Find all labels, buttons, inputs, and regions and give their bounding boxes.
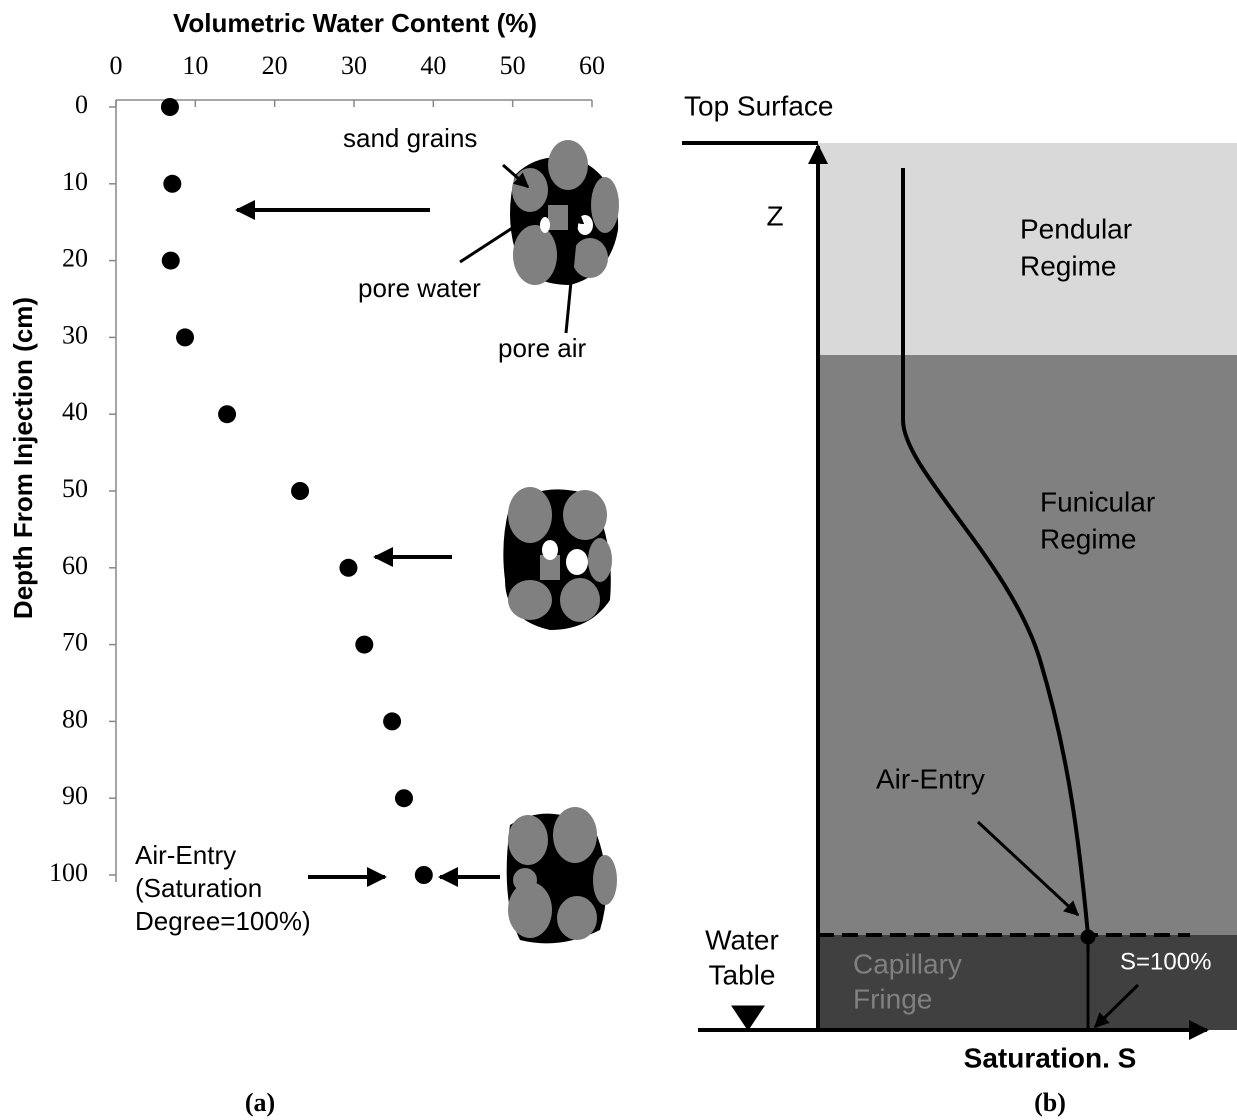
y-tick-label: 60 [62,551,88,580]
y-tick-label: 0 [75,90,88,119]
label: Regime [1020,250,1116,281]
label: Table [709,959,776,990]
point [383,712,401,730]
label: Top Surface [684,90,833,121]
label: Air-Entry [876,763,985,794]
panel-label: (b) [1034,1088,1066,1117]
y-tick-label: 90 [62,781,88,810]
label: Water [705,924,779,955]
label: S=100% [1120,948,1211,975]
grain-cluster [510,140,619,285]
annotation: Air-Entry [135,840,236,870]
annotation: Degree=100%) [135,906,311,936]
grain-cluster [507,807,617,943]
x-tick-label: 10 [182,51,208,80]
y-tick-label: 100 [49,858,88,887]
y-axis-title: Depth From Injection (cm) [8,297,38,619]
x-tick-label: 40 [420,51,446,80]
y-tick-label: 80 [62,704,88,733]
label: Fringe [853,983,932,1014]
x-tick-label: 20 [262,51,288,80]
point [355,636,373,654]
point [161,98,179,116]
figure: sand grains pore water pore air Air-Entr… [0,0,1237,1120]
point [291,482,309,500]
panel-label: (a) [245,1088,275,1117]
label: Z [766,200,783,231]
annotation: pore water [358,273,481,303]
x-tick-label: 0 [110,51,123,80]
y-tick-label: 70 [62,628,88,657]
x-tick-label: 50 [500,51,526,80]
point [176,328,194,346]
y-tick-label: 30 [62,320,88,349]
point [162,252,180,270]
annotation: sand grains [343,123,477,153]
x-axis-title: Saturation. S [964,1042,1137,1073]
point [163,175,181,193]
point [415,866,433,884]
annotation: pore air [498,333,586,363]
point [395,789,413,807]
label: Funicular [1040,486,1155,517]
label: Regime [1040,523,1136,554]
point [218,405,236,423]
y-tick-label: 20 [62,244,88,273]
x-tick-label: 60 [579,51,605,80]
pendular-region [818,143,1237,355]
funicular-region [818,355,1237,935]
annotation: (Saturation [135,873,262,903]
grain-cluster [503,487,612,630]
point [339,559,357,577]
x-tick-label: 30 [341,51,367,80]
y-tick-label: 40 [62,397,88,426]
label: Capillary [853,948,962,979]
y-tick-label: 10 [62,167,88,196]
x-axis-title: Volumetric Water Content (%) [173,8,537,38]
label: Pendular [1020,213,1132,244]
y-tick-label: 50 [62,474,88,503]
